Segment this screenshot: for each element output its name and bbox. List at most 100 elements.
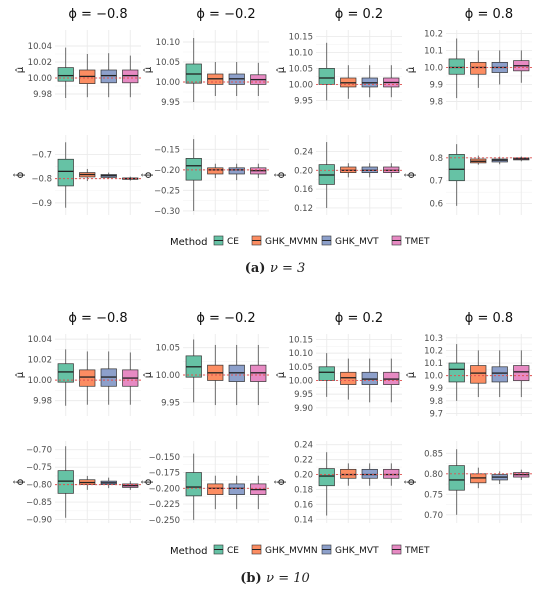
panel-mu-1: 9.95 10.00 10.05 10.10 μ̂ ϕ = −0.2 (142, 7, 269, 110)
ytick-label: 0.8 (429, 154, 443, 164)
ytick-label: 10.10 (156, 38, 180, 48)
box-ce (185, 158, 202, 181)
box-ghk_mvmn (340, 371, 357, 385)
ytick-label: 0.70 (424, 511, 443, 521)
y-axis-label: ϕ̂ (140, 171, 154, 178)
ytick-label: 10.05 (156, 58, 180, 68)
caption-label: (a) (245, 261, 270, 276)
legend-label: TMET (404, 546, 430, 556)
ytick-label: 9.98 (33, 90, 52, 100)
ytick-label: 0.85 (424, 449, 443, 459)
ytick-label: −0.9 (31, 199, 52, 209)
legend-label: GHK_MVMN (265, 546, 318, 556)
y-axis-label: ϕ̂ (273, 171, 287, 178)
box-tmet (383, 468, 400, 479)
ytick-label: 10.15 (289, 32, 313, 42)
ytick-label: 10.02 (28, 356, 52, 366)
ytick-label: 0.80 (424, 470, 443, 480)
ytick-label: −0.200 (149, 484, 180, 494)
legend-title: Method (170, 237, 208, 248)
ytick-label: 10.02 (28, 58, 52, 68)
y-axis-label: μ̂ (275, 371, 287, 378)
ytick-label: 0.22 (294, 456, 313, 466)
ytick-label: 10.10 (289, 48, 313, 58)
legend: Method CE GHK_MVMN GHK_MVT TMET (170, 235, 430, 248)
ytick-label: 9.95 (294, 390, 313, 400)
panel-phi-3: 0.70 0.75 0.80 0.85 ϕ̂ (403, 441, 532, 523)
ytick-label: 9.90 (294, 404, 313, 414)
ytick-label: 0.6 (429, 200, 443, 210)
y-axis-label: ϕ̂ (273, 478, 287, 485)
legend-label: GHK_MVT (335, 237, 379, 247)
y-axis-label: μ̂ (142, 371, 154, 378)
ytick-label: 10.15 (289, 335, 313, 345)
ytick-label: −0.85 (26, 498, 52, 508)
legend-label: GHK_MVT (335, 546, 379, 556)
ytick-label: 10.00 (156, 371, 180, 381)
ytick-label: 9.9 (429, 384, 443, 394)
ytick-label: −0.90 (26, 516, 52, 526)
ytick-label: −0.7 (31, 150, 52, 160)
ytick-label: 0.18 (294, 485, 313, 495)
box-ce (448, 465, 465, 491)
box-ghk_mvmn (79, 369, 96, 387)
ytick-label: 9.8 (429, 397, 443, 407)
box-ghk_mvt (100, 69, 117, 84)
panel-mu-2: 9.90 9.95 10.00 10.05 10.10 10.15 μ̂ ϕ = 0.2 (275, 311, 402, 416)
caption-text: (a) ν = 3 (245, 261, 306, 276)
ytick-label: 0.16 (294, 500, 313, 510)
box-ce (448, 362, 465, 383)
box-ghk_mvt (228, 167, 245, 175)
ytick-label: 9.95 (294, 96, 313, 106)
ytick-label: −0.20 (154, 166, 180, 176)
box-ce (57, 158, 74, 187)
box-ce (318, 68, 335, 85)
legend-label: CE (227, 237, 239, 247)
ytick-label: 10.05 (289, 363, 313, 373)
facet-title: ϕ = 0.8 (465, 311, 513, 326)
ytick-label: 10.00 (289, 80, 313, 90)
legend-label: CE (227, 546, 239, 556)
legend-label: GHK_MVMN (265, 237, 318, 247)
ytick-label: 10.04 (28, 42, 52, 52)
ytick-label: −0.225 (149, 500, 180, 510)
ytick-label: −0.75 (26, 463, 52, 473)
box-ce (57, 363, 74, 383)
ytick-label: 10.0 (424, 372, 443, 382)
ytick-label: 10.00 (28, 74, 52, 84)
box-ghk_mvmn (470, 61, 487, 75)
y-axis-label: μ̂ (14, 371, 26, 378)
y-axis-label: μ̂ (275, 66, 287, 73)
ytick-label: 10.04 (28, 335, 52, 345)
ytick-label: 9.7 (429, 409, 443, 419)
panel-phi-3: 0.6 0.7 0.8 ϕ̂ (403, 135, 532, 215)
box-tmet (383, 371, 400, 385)
box-ce (57, 67, 74, 82)
caption-body: ν = 3 (270, 261, 305, 276)
ytick-label: 10.05 (156, 344, 180, 354)
ytick-label: 10.1 (424, 359, 443, 369)
ytick-label: −0.15 (154, 145, 180, 155)
box-ghk_mvmn (470, 365, 487, 384)
y-axis-label: μ̂ (405, 66, 417, 73)
facet-title: ϕ = 0.8 (465, 7, 513, 22)
ytick-label: 0.12 (294, 204, 313, 214)
box-ghk_mvmn (207, 167, 224, 175)
chart-b: 9.98 10.00 10.02 10.04 μ̂ ϕ = −0.8 9.95 10.00 10… (12, 311, 532, 586)
y-axis-label: μ̂ (14, 66, 26, 73)
box-ce (185, 472, 202, 497)
caption-label: (b) (240, 571, 266, 586)
ytick-label: −0.30 (154, 207, 180, 217)
ytick-label: −0.175 (149, 469, 180, 479)
panel-mu-1: 9.95 10.00 10.05 μ̂ ϕ = −0.2 (142, 311, 269, 416)
ytick-label: −0.80 (26, 481, 52, 491)
y-axis-label: ϕ̂ (403, 171, 417, 178)
ytick-label: 10.05 (289, 64, 313, 74)
panel-mu-0: 9.98 10.00 10.02 10.04 μ̂ ϕ = −0.8 (14, 7, 141, 110)
ytick-label: 9.98 (33, 397, 52, 407)
ytick-label: 0.16 (294, 185, 313, 195)
ytick-label: −0.150 (149, 453, 180, 463)
caption-text: (b) ν = 10 (240, 571, 310, 586)
caption: (b) ν = 10 (240, 571, 310, 586)
box-ghk_mvt (361, 371, 378, 385)
